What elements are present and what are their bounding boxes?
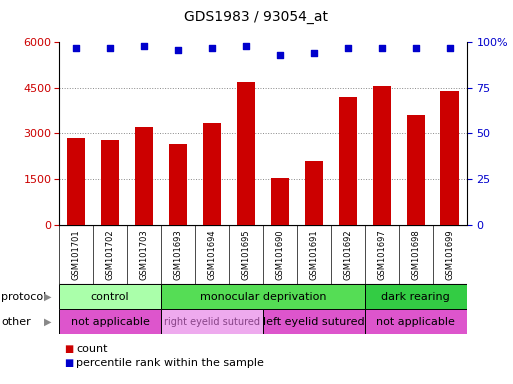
Text: GSM101701: GSM101701 bbox=[71, 229, 81, 280]
Bar bbox=[365, 309, 467, 334]
Text: GSM101691: GSM101691 bbox=[309, 229, 319, 280]
Point bbox=[174, 46, 182, 53]
Text: GSM101703: GSM101703 bbox=[140, 229, 148, 280]
Text: control: control bbox=[91, 291, 129, 302]
Point bbox=[446, 45, 454, 51]
Point bbox=[378, 45, 386, 51]
Bar bbox=[305, 161, 323, 225]
Text: percentile rank within the sample: percentile rank within the sample bbox=[76, 358, 264, 368]
Bar bbox=[441, 91, 459, 225]
Text: GSM101694: GSM101694 bbox=[207, 229, 216, 280]
Bar bbox=[263, 309, 365, 334]
Bar bbox=[59, 309, 161, 334]
Text: monocular deprivation: monocular deprivation bbox=[200, 291, 326, 302]
Text: ▶: ▶ bbox=[44, 316, 51, 327]
Bar bbox=[372, 86, 391, 225]
Point bbox=[276, 52, 284, 58]
Point bbox=[242, 43, 250, 49]
Text: GSM101702: GSM101702 bbox=[106, 229, 114, 280]
Text: GDS1983 / 93054_at: GDS1983 / 93054_at bbox=[185, 10, 328, 23]
Text: dark rearing: dark rearing bbox=[382, 291, 450, 302]
Text: other: other bbox=[1, 316, 31, 327]
Point bbox=[208, 45, 216, 51]
Text: right eyelid sutured: right eyelid sutured bbox=[164, 316, 260, 327]
Text: protocol: protocol bbox=[1, 291, 46, 302]
Bar bbox=[236, 82, 255, 225]
Bar bbox=[169, 144, 187, 225]
Bar bbox=[134, 127, 153, 225]
Point bbox=[140, 43, 148, 49]
Text: left eyelid sutured: left eyelid sutured bbox=[263, 316, 365, 327]
Text: ▶: ▶ bbox=[44, 291, 51, 302]
Text: GSM101695: GSM101695 bbox=[242, 229, 250, 280]
Text: GSM101699: GSM101699 bbox=[445, 229, 455, 280]
Text: ■: ■ bbox=[64, 344, 73, 354]
Point bbox=[412, 45, 420, 51]
Bar bbox=[270, 177, 289, 225]
Bar bbox=[67, 138, 85, 225]
Bar bbox=[59, 284, 161, 309]
Point bbox=[72, 45, 80, 51]
Text: GSM101697: GSM101697 bbox=[378, 229, 386, 280]
Bar bbox=[161, 284, 365, 309]
Bar bbox=[101, 140, 120, 225]
Bar bbox=[161, 309, 263, 334]
Bar bbox=[339, 97, 357, 225]
Text: GSM101698: GSM101698 bbox=[411, 229, 420, 280]
Point bbox=[344, 45, 352, 51]
Text: count: count bbox=[76, 344, 107, 354]
Text: GSM101692: GSM101692 bbox=[343, 229, 352, 280]
Point bbox=[106, 45, 114, 51]
Text: GSM101693: GSM101693 bbox=[173, 229, 183, 280]
Point bbox=[310, 50, 318, 56]
Text: GSM101690: GSM101690 bbox=[275, 229, 284, 280]
Text: not applicable: not applicable bbox=[377, 316, 456, 327]
Bar bbox=[365, 284, 467, 309]
Text: not applicable: not applicable bbox=[70, 316, 149, 327]
Bar bbox=[203, 123, 221, 225]
Bar bbox=[406, 115, 425, 225]
Text: ■: ■ bbox=[64, 358, 73, 368]
